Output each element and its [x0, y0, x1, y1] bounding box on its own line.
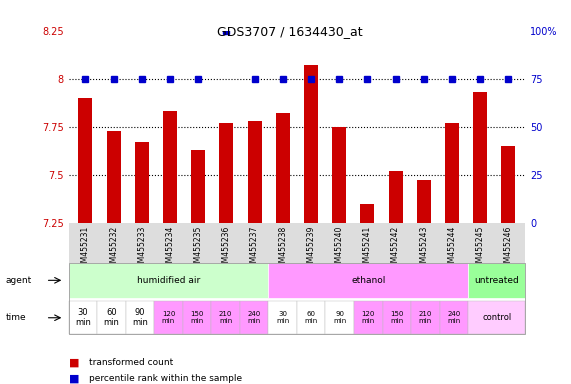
- Bar: [219, 123, 234, 223]
- Bar: [163, 111, 177, 223]
- Bar: [248, 121, 262, 223]
- Text: 120
min: 120 min: [361, 311, 375, 324]
- Text: agent: agent: [6, 276, 32, 285]
- Bar: [332, 127, 346, 223]
- Text: 90
min: 90 min: [333, 311, 347, 324]
- Text: 30
min: 30 min: [276, 311, 289, 324]
- Text: ■: ■: [69, 358, 79, 368]
- Bar: [191, 150, 206, 223]
- Bar: [135, 142, 149, 223]
- Text: 60
min: 60 min: [304, 311, 318, 324]
- Text: 90
min: 90 min: [132, 308, 148, 328]
- Text: 150
min: 150 min: [190, 311, 204, 324]
- Text: humidified air: humidified air: [137, 276, 200, 285]
- Text: GDS3707 / 1634430_at: GDS3707 / 1634430_at: [217, 25, 363, 38]
- Text: ■: ■: [69, 373, 79, 383]
- Bar: [473, 92, 487, 223]
- Bar: [388, 171, 403, 223]
- Text: untreated: untreated: [475, 276, 519, 285]
- Text: ethanol: ethanol: [351, 276, 385, 285]
- Bar: [417, 180, 431, 223]
- Bar: [107, 131, 120, 223]
- Text: transformed count: transformed count: [89, 358, 173, 367]
- Text: time: time: [6, 313, 26, 322]
- Bar: [304, 65, 318, 223]
- Text: 240
min: 240 min: [247, 311, 261, 324]
- Text: 120
min: 120 min: [162, 311, 175, 324]
- Text: 150
min: 150 min: [390, 311, 404, 324]
- Bar: [445, 123, 459, 223]
- Text: 30
min: 30 min: [75, 308, 91, 328]
- Text: 210
min: 210 min: [419, 311, 432, 324]
- Text: 210
min: 210 min: [219, 311, 232, 324]
- Bar: [360, 204, 375, 223]
- Text: percentile rank within the sample: percentile rank within the sample: [89, 374, 242, 383]
- Text: control: control: [482, 313, 512, 322]
- Bar: [501, 146, 516, 223]
- Bar: [276, 113, 290, 223]
- Text: 240
min: 240 min: [447, 311, 461, 324]
- Text: 60
min: 60 min: [103, 308, 119, 328]
- Bar: [78, 98, 93, 223]
